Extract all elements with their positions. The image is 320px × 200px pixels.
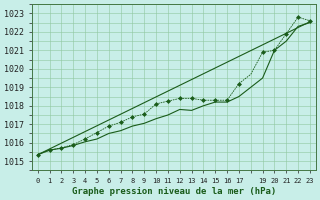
X-axis label: Graphe pression niveau de la mer (hPa): Graphe pression niveau de la mer (hPa): [72, 187, 276, 196]
